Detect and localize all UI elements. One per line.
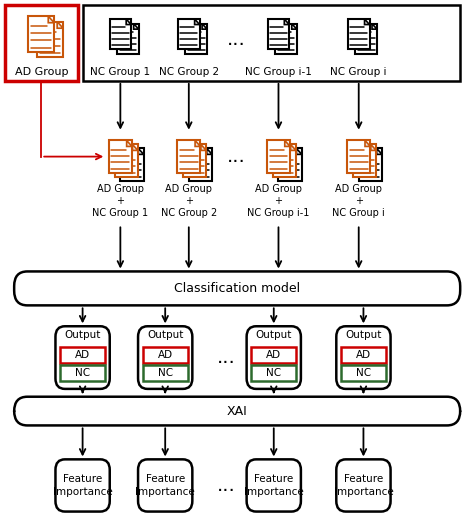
FancyBboxPatch shape [138, 326, 192, 389]
FancyBboxPatch shape [268, 19, 289, 49]
Polygon shape [48, 16, 54, 23]
FancyBboxPatch shape [14, 271, 460, 305]
FancyBboxPatch shape [5, 5, 78, 81]
Polygon shape [371, 145, 376, 150]
Text: AD: AD [356, 350, 371, 360]
FancyBboxPatch shape [55, 459, 110, 512]
Text: XAI: XAI [227, 405, 247, 418]
Polygon shape [291, 145, 296, 150]
FancyBboxPatch shape [185, 23, 207, 54]
Text: Output: Output [147, 329, 184, 340]
FancyBboxPatch shape [336, 459, 391, 512]
Text: Output: Output [345, 329, 382, 340]
Text: AD Group
+
NC Group i: AD Group + NC Group i [332, 184, 385, 218]
Text: NC Group 1: NC Group 1 [90, 66, 151, 77]
FancyBboxPatch shape [341, 365, 386, 381]
Text: NC: NC [158, 368, 173, 378]
Text: Feature
Importance: Feature Importance [334, 474, 393, 496]
Text: Output: Output [64, 329, 101, 340]
FancyBboxPatch shape [60, 347, 105, 363]
Text: Feature
Importance: Feature Importance [135, 474, 195, 496]
FancyBboxPatch shape [117, 23, 139, 54]
Polygon shape [126, 19, 131, 25]
FancyBboxPatch shape [336, 326, 391, 389]
Text: ...: ... [217, 476, 236, 495]
Polygon shape [134, 23, 139, 29]
Polygon shape [372, 23, 377, 29]
FancyBboxPatch shape [37, 21, 63, 57]
FancyBboxPatch shape [353, 145, 376, 176]
Polygon shape [377, 148, 382, 155]
FancyBboxPatch shape [60, 365, 105, 381]
Text: NC Group 2: NC Group 2 [159, 66, 219, 77]
FancyBboxPatch shape [138, 459, 192, 512]
FancyBboxPatch shape [83, 5, 460, 81]
Text: NC: NC [356, 368, 371, 378]
FancyBboxPatch shape [14, 397, 460, 425]
Polygon shape [296, 148, 302, 155]
FancyBboxPatch shape [355, 23, 377, 54]
Polygon shape [365, 140, 371, 147]
Text: ...: ... [227, 30, 245, 49]
FancyBboxPatch shape [177, 140, 201, 173]
FancyBboxPatch shape [275, 23, 297, 54]
Polygon shape [194, 19, 200, 25]
Polygon shape [138, 148, 143, 155]
FancyBboxPatch shape [28, 16, 54, 52]
Polygon shape [195, 140, 201, 147]
FancyBboxPatch shape [120, 148, 143, 181]
Polygon shape [285, 140, 290, 147]
Text: AD Group
+
NC Group 2: AD Group + NC Group 2 [160, 184, 217, 218]
FancyBboxPatch shape [110, 19, 131, 49]
Polygon shape [202, 23, 207, 29]
Polygon shape [126, 140, 132, 147]
Polygon shape [364, 19, 370, 25]
FancyBboxPatch shape [109, 140, 132, 173]
FancyBboxPatch shape [143, 347, 187, 363]
Text: Feature
Importance: Feature Importance [244, 474, 303, 496]
Text: AD: AD [75, 350, 90, 360]
Text: Feature
Importance: Feature Importance [53, 474, 112, 496]
Polygon shape [57, 21, 63, 28]
Text: ...: ... [227, 147, 245, 166]
Text: NC Group i-1: NC Group i-1 [245, 66, 312, 77]
FancyBboxPatch shape [348, 19, 370, 49]
FancyBboxPatch shape [143, 365, 187, 381]
FancyBboxPatch shape [341, 347, 386, 363]
FancyBboxPatch shape [115, 145, 138, 176]
Text: ...: ... [217, 348, 236, 367]
FancyBboxPatch shape [183, 145, 206, 176]
FancyBboxPatch shape [189, 148, 212, 181]
FancyBboxPatch shape [278, 148, 302, 181]
Text: NC: NC [75, 368, 90, 378]
Text: NC: NC [266, 368, 281, 378]
Text: Classification model: Classification model [174, 282, 300, 295]
Text: AD Group
+
NC Group i-1: AD Group + NC Group i-1 [247, 184, 310, 218]
FancyBboxPatch shape [178, 19, 200, 49]
FancyBboxPatch shape [251, 347, 296, 363]
Polygon shape [201, 145, 206, 150]
Text: AD Group: AD Group [15, 66, 68, 77]
FancyBboxPatch shape [55, 326, 110, 389]
Polygon shape [284, 19, 289, 25]
Text: NC Group i: NC Group i [330, 66, 387, 77]
Polygon shape [292, 23, 297, 29]
FancyBboxPatch shape [251, 365, 296, 381]
FancyBboxPatch shape [246, 326, 301, 389]
FancyBboxPatch shape [273, 145, 296, 176]
Text: AD: AD [266, 350, 281, 360]
Polygon shape [133, 145, 138, 150]
Text: Output: Output [255, 329, 292, 340]
FancyBboxPatch shape [347, 140, 371, 173]
Polygon shape [207, 148, 212, 155]
Text: AD Group
+
NC Group 1: AD Group + NC Group 1 [93, 184, 148, 218]
FancyBboxPatch shape [359, 148, 382, 181]
FancyBboxPatch shape [246, 459, 301, 512]
Text: AD: AD [158, 350, 173, 360]
FancyBboxPatch shape [267, 140, 290, 173]
